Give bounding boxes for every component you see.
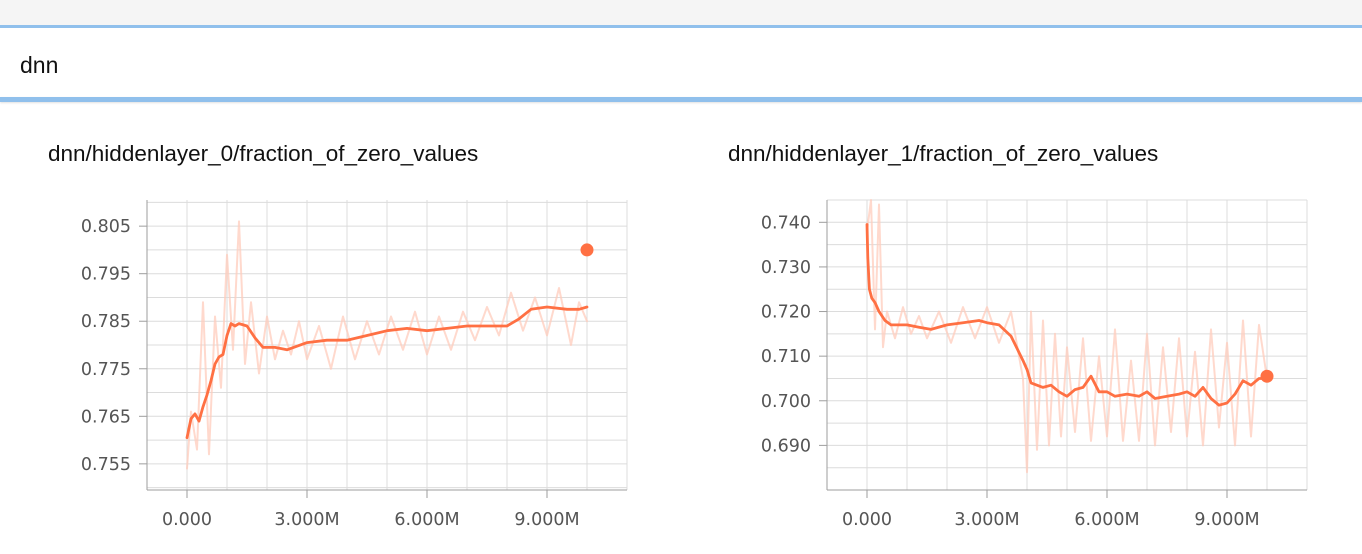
grid xyxy=(146,200,628,490)
y-tick-label: 0.765 xyxy=(81,407,131,427)
axes xyxy=(819,200,1307,498)
y-tick-label: 0.805 xyxy=(81,217,131,237)
y-tick-label: 0.775 xyxy=(81,360,131,380)
last-point-marker xyxy=(1260,369,1274,383)
x-tick-label: 9.000M xyxy=(1194,510,1259,530)
y-tick-label: 0.730 xyxy=(761,258,811,278)
x-tick-label: 3.000M xyxy=(274,510,339,530)
x-tick-label: 0.000 xyxy=(162,510,212,530)
series-line-raw xyxy=(866,199,1268,474)
x-tick-label: 3.000M xyxy=(954,510,1019,530)
accent-divider xyxy=(0,25,1362,28)
y-tick-label: 0.690 xyxy=(761,436,811,456)
y-tick-label: 0.740 xyxy=(761,213,811,233)
y-tick-label: 0.795 xyxy=(81,265,131,285)
y-tick-label: 0.785 xyxy=(81,312,131,332)
scalar-chart[interactable]: 0.805 0.795 0.785 0.775 0.765 0.755 0.000 3.000… xyxy=(40,190,640,540)
grid xyxy=(826,199,1308,490)
group-title: dnn xyxy=(20,52,59,78)
series-line-smoothed xyxy=(185,305,589,440)
x-tick-label: 6.000M xyxy=(1074,510,1139,530)
chart-title: dnn/hiddenlayer_1/fraction_of_zero_value… xyxy=(728,141,1159,166)
x-tick-label: 6.000M xyxy=(394,510,459,530)
y-tick-label: 0.755 xyxy=(81,455,131,475)
top-toolbar xyxy=(0,0,1362,25)
chart-title: dnn/hiddenlayer_0/fraction_of_zero_value… xyxy=(48,141,479,166)
x-tick-label: 9.000M xyxy=(514,510,579,530)
y-tick-label: 0.710 xyxy=(761,347,811,367)
series-line-smoothed xyxy=(865,223,1269,407)
axes xyxy=(139,200,627,498)
last-point-marker xyxy=(580,243,594,257)
x-tick-label: 0.000 xyxy=(842,510,892,530)
y-tick-label: 0.700 xyxy=(761,392,811,412)
scalar-chart[interactable]: 0.740 0.730 0.720 0.710 0.700 0.690 0.000 3.000… xyxy=(720,190,1320,540)
run-group-header[interactable]: dnn xyxy=(0,28,1362,98)
series-line-raw xyxy=(186,220,588,470)
accent-divider-bottom xyxy=(0,97,1362,102)
y-tick-label: 0.720 xyxy=(761,303,811,323)
